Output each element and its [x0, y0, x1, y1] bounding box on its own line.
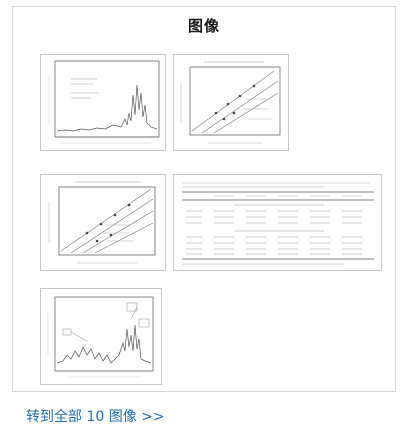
comparison-plot-image-2 [48, 181, 156, 264]
view-all-images-link[interactable]: 转到全部 10 图像 >> [26, 409, 165, 425]
images-panel: 图像 [12, 6, 396, 392]
figure-1-spectrum-thumbnail[interactable] [40, 54, 166, 151]
table-1-thumbnail[interactable] [173, 174, 382, 271]
comparison-plot-image [180, 61, 281, 144]
figure-2-comparison-plot-thumbnail[interactable] [173, 54, 289, 151]
figure-4-spectrum-thumbnail[interactable] [40, 288, 162, 385]
figure-3-comparison-plot-thumbnail[interactable] [40, 174, 166, 271]
section-title: 图像 [187, 17, 220, 35]
spectrum-plot-image-2 [47, 296, 154, 378]
table-image [182, 182, 374, 265]
spectrum-plot-image [48, 60, 160, 144]
